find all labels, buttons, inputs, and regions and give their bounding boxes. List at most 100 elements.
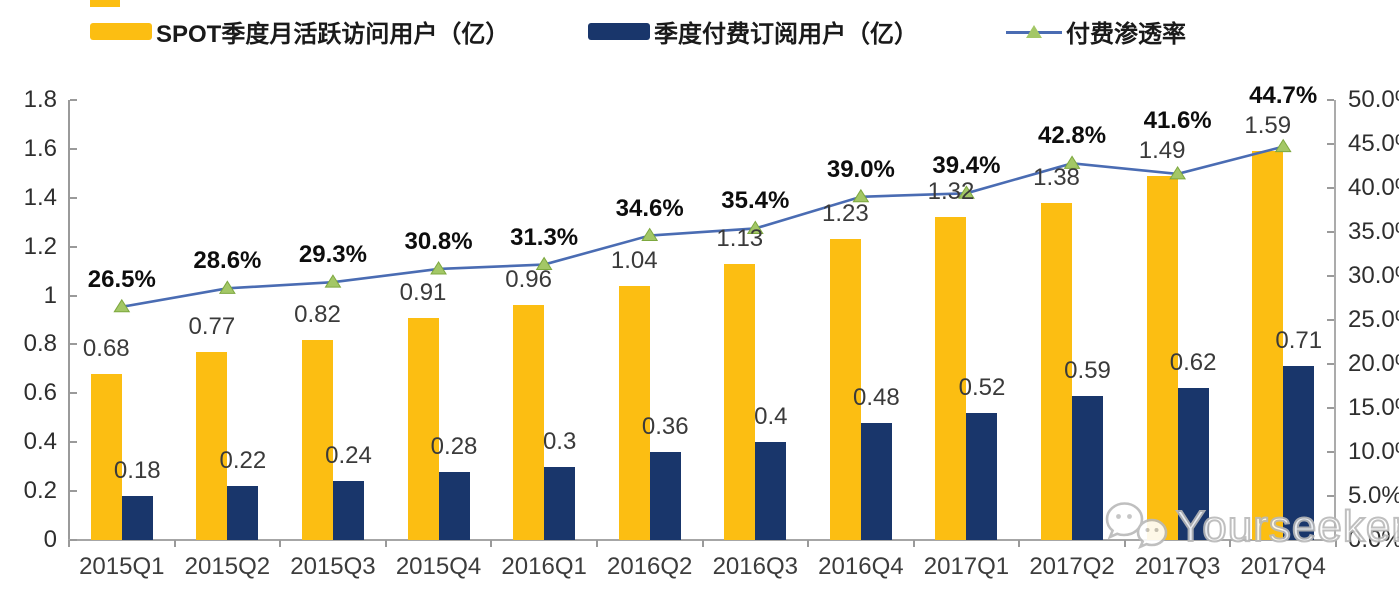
y-axis-left-tick-label: 1.4 <box>23 183 57 211</box>
mau-value-label-2017Q3: 1.49 <box>1138 136 1186 164</box>
legend-item-mau: SPOT季度月活跃访问用户（亿） <box>90 18 509 48</box>
subs-bar-2015Q4 <box>438 471 470 540</box>
mau-bar-2015Q1 <box>90 373 122 540</box>
mau-value-label-2016Q4: 1.23 <box>822 200 869 228</box>
x-axis-tick <box>595 540 598 547</box>
y-axis-right-tick-label: 35.0% <box>1348 218 1399 245</box>
penetration-label-2017Q2: 42.8% <box>1038 122 1107 150</box>
mau-value-label-2017Q2: 1.38 <box>1033 163 1080 191</box>
top-edge-artifact <box>90 0 120 7</box>
y-axis-right-tick <box>1327 539 1334 541</box>
y-axis-left-tick <box>70 245 77 248</box>
y-axis-right-tick <box>1327 407 1334 409</box>
mau-value-label-2016Q3: 1.13 <box>716 224 764 252</box>
penetration-label-2016Q2: 34.6% <box>615 194 684 222</box>
y-axis-left-tick-label: 0 <box>43 526 57 553</box>
y-axis-left-tick <box>70 441 77 444</box>
x-axis-tick <box>912 540 915 547</box>
y-axis-right-tick-label: 0.0% <box>1348 526 1399 553</box>
penetration-label-2017Q1: 39.4% <box>932 152 1001 180</box>
y-axis-right-tick <box>1327 187 1334 189</box>
y-axis-left-tick-label: 1 <box>43 281 57 309</box>
penetration-label-2015Q4: 30.8% <box>404 227 473 255</box>
subs-value-label-2015Q4: 0.28 <box>430 432 478 460</box>
subs-bar-2015Q2 <box>227 486 259 540</box>
watermark: Yourseeker <box>1104 500 1399 554</box>
x-axis-tick <box>1335 540 1337 547</box>
penetration-marker-2017Q4 <box>1274 138 1292 153</box>
subs-value-label-2016Q2: 0.36 <box>641 413 689 440</box>
subs-value-label-2017Q4: 0.71 <box>1275 327 1323 355</box>
subs-value-label-2017Q1: 0.52 <box>958 373 1006 401</box>
x-axis-tick <box>701 540 704 547</box>
penetration-label-2016Q1: 31.3% <box>510 223 579 251</box>
y-axis-left-tick <box>70 147 77 150</box>
mau-bar-2016Q1 <box>513 305 545 540</box>
y-axis-right-tick <box>1327 275 1334 277</box>
y-axis-right-tick-label: 40.0% <box>1348 174 1399 201</box>
y-axis-right-tick <box>1327 231 1334 233</box>
mau-bar-2016Q2 <box>618 285 650 540</box>
penetration-legend-label: 付费渗透率 <box>1066 20 1186 48</box>
x-axis-label-2016Q2: 2016Q2 <box>607 553 693 580</box>
y-axis-left-tick <box>70 343 77 346</box>
subs-bar-2016Q3 <box>755 442 787 540</box>
y-axis-right-tick-label: 5.0% <box>1348 482 1399 509</box>
y-axis-left-tick <box>70 539 77 541</box>
penetration-marker-2015Q2 <box>218 280 236 294</box>
penetration-label-2017Q3: 41.6% <box>1143 106 1212 134</box>
y-axis-right-tick <box>1327 451 1334 453</box>
penetration-legend-swatch <box>1006 23 1062 40</box>
y-axis-left-tick-label: 1.8 <box>23 86 57 113</box>
y-axis-right-tick-label: 25.0% <box>1348 306 1399 333</box>
y-axis-left-tick-label: 0.4 <box>23 428 57 456</box>
y-axis-right-tick-label: 45.0% <box>1348 130 1399 157</box>
x-axis-label-2015Q4: 2015Q4 <box>395 553 482 580</box>
y-axis-left-tick-label: 0.2 <box>23 477 57 505</box>
mau-bar-2015Q4 <box>407 317 439 540</box>
y-axis-right-tick <box>1327 363 1334 365</box>
legend-item-penetration: 付费渗透率 <box>1006 18 1186 48</box>
y-axis-left-tick-label: 1.2 <box>23 232 57 260</box>
x-axis-label-2016Q1: 2016Q1 <box>501 553 587 580</box>
y-axis-right-tick <box>1327 99 1334 101</box>
mau-value-label-2016Q1: 0.96 <box>505 266 552 294</box>
x-axis-tick <box>1018 540 1021 547</box>
mau-bar-2015Q2 <box>196 351 228 540</box>
penetration-marker-2015Q3 <box>324 274 342 288</box>
subs-value-label-2015Q1: 0.18 <box>113 457 161 484</box>
subs-bar-2015Q3 <box>332 481 364 540</box>
mau-value-label-2016Q2: 1.04 <box>610 246 658 274</box>
mau-value-label-2017Q4: 1.59 <box>1244 112 1292 140</box>
x-axis-tick <box>68 540 70 547</box>
subs-legend-label: 季度付费订阅用户（亿） <box>654 20 918 48</box>
y-axis-right-tick <box>1327 319 1334 321</box>
subs-bar-2017Q3 <box>1177 388 1209 540</box>
wechat-icon <box>1105 502 1168 550</box>
y-axis-right-tick-label: 20.0% <box>1348 350 1399 377</box>
penetration-label-2016Q4: 39.0% <box>826 155 895 183</box>
x-axis-label-2015Q1: 2015Q1 <box>79 553 165 580</box>
y-axis-right-tick-label: 15.0% <box>1348 394 1399 421</box>
penetration-label-2015Q3: 29.3% <box>298 241 367 269</box>
penetration-label-2015Q1: 26.5% <box>87 265 156 293</box>
subs-legend-swatch <box>588 22 650 40</box>
x-axis-tick <box>384 540 387 547</box>
y-axis-left-tick <box>70 490 77 493</box>
subs-value-label-2017Q3: 0.62 <box>1169 349 1217 377</box>
x-axis-label-2015Q3: 2015Q3 <box>290 553 376 580</box>
y-axis-left-tick <box>70 294 77 297</box>
subs-value-label-2016Q1: 0.3 <box>542 427 577 455</box>
mau-value-label-2015Q3: 0.82 <box>294 300 341 328</box>
mau-value-label-2015Q2: 0.77 <box>188 312 236 340</box>
penetration-label-2016Q3: 35.4% <box>721 187 790 215</box>
subs-bar-2017Q2 <box>1072 395 1104 540</box>
subs-bar-2016Q4 <box>860 422 892 540</box>
x-axis-label-2017Q1: 2017Q1 <box>923 553 1010 580</box>
subs-bar-2016Q1 <box>544 466 576 540</box>
mau-value-label-2017Q1: 1.32 <box>927 178 975 206</box>
subs-bar-2015Q1 <box>121 496 153 540</box>
y-axis-left-tick <box>70 392 77 395</box>
watermark-text: Yourseeker <box>1175 501 1399 552</box>
